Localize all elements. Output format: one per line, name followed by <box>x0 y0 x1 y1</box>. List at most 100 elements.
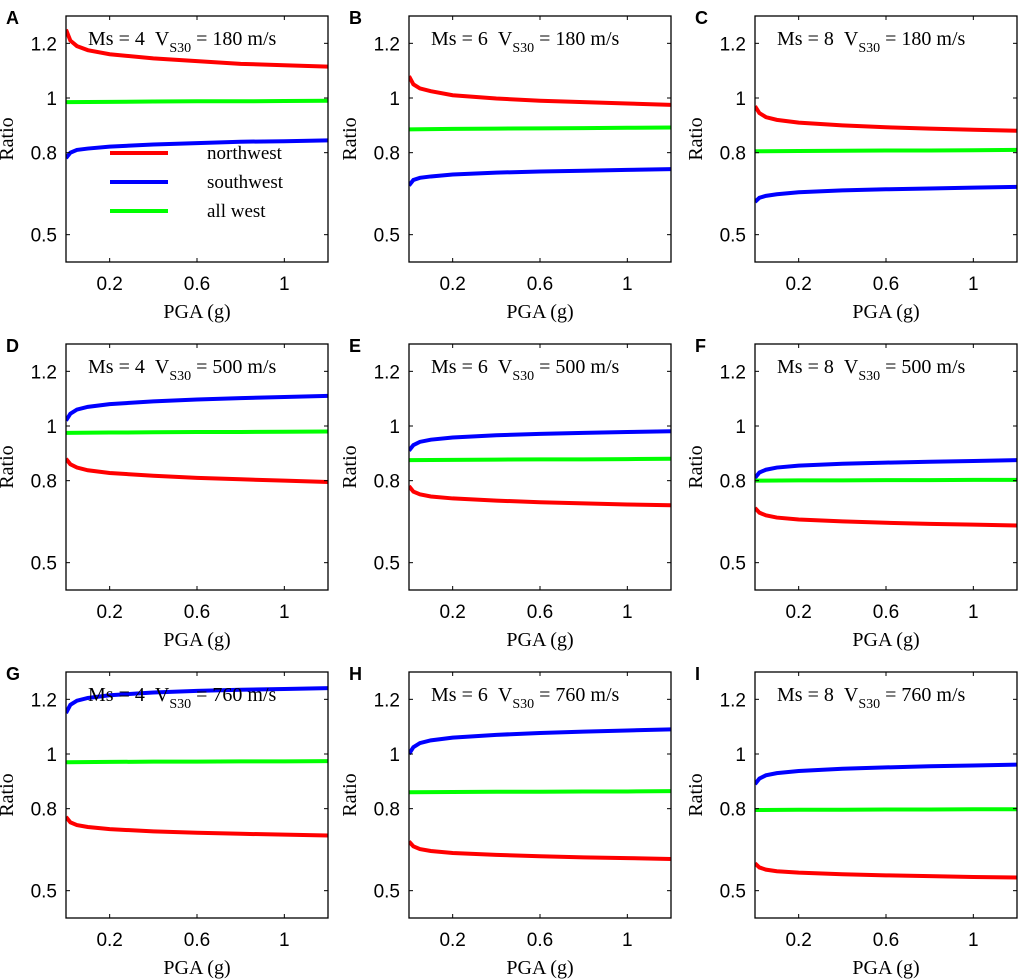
series-line-all-west <box>755 477 1017 483</box>
series-line-southwest <box>66 393 328 422</box>
y-tick-label: 0.8 <box>374 144 400 165</box>
series-group <box>66 28 328 160</box>
y-axis-label: Ratio <box>0 445 18 488</box>
y-tick-label: 1 <box>46 417 57 438</box>
x-tick-label: 0.6 <box>527 274 553 295</box>
annotation-label: Ms = 8 VS30 = 760 m/s <box>777 684 966 712</box>
panel-letter: B <box>349 8 362 28</box>
y-tick-label: 1 <box>735 745 746 766</box>
panel-f: F 0.5 0.8 1 1.2 0.2 0.6 1 PGA (g) Ratio Ms = 8 VS30… <box>685 336 1018 651</box>
annotation-ms: Ms = 8 <box>777 684 834 706</box>
annotation-v-value: = 760 m/s <box>196 684 276 706</box>
y-tick-label: 0.8 <box>31 144 57 165</box>
y-tick-label: 0.8 <box>374 472 400 493</box>
x-axis-label: PGA (g) <box>852 957 919 979</box>
series-line-northwest <box>409 75 671 107</box>
panel-h: H 0.5 0.8 1 1.2 0.2 0.6 1 PGA (g) Ratio Ms = 6 VS30… <box>339 664 672 979</box>
y-tick-label: 1.2 <box>720 362 746 383</box>
panel-letter: H <box>349 664 362 684</box>
x-tick-label: 1 <box>622 930 633 951</box>
y-tick-label: 1 <box>735 417 746 438</box>
x-tick-label: 1 <box>279 274 290 295</box>
series-line-northwest <box>66 28 328 69</box>
series-line-all-west <box>66 429 328 435</box>
y-tick-label: 1.2 <box>31 34 57 55</box>
x-tick-label: 0.6 <box>184 602 210 623</box>
x-tick-label: 1 <box>968 602 979 623</box>
annotation-label: Ms = 6 VS30 = 760 m/s <box>431 684 620 712</box>
x-tick-label: 0.2 <box>96 930 122 951</box>
plot-frame <box>408 671 672 919</box>
y-tick-label: 0.8 <box>720 800 746 821</box>
annotation-v: V <box>844 684 859 706</box>
series-line-southwest <box>409 727 671 756</box>
series-line-southwest <box>66 138 328 160</box>
y-tick-label: 0.5 <box>720 882 746 903</box>
series-line-northwest <box>66 457 328 485</box>
series-group <box>409 75 671 187</box>
y-axis-label: Ratio <box>685 445 707 488</box>
y-tick-label: 1.2 <box>31 690 57 711</box>
x-tick-label: 0.6 <box>527 930 553 951</box>
y-tick-label: 0.8 <box>720 144 746 165</box>
series-line-northwest <box>755 105 1017 133</box>
series-group <box>755 762 1017 880</box>
series-line-northwest <box>409 484 671 508</box>
annotation-label: Ms = 8 VS30 = 180 m/s <box>777 28 966 56</box>
y-axis-label: Ratio <box>339 117 361 160</box>
series-group <box>755 458 1017 528</box>
annotation-v: V <box>155 684 170 706</box>
annotation-v-subscript: S30 <box>858 697 880 712</box>
x-tick-label: 1 <box>279 930 290 951</box>
y-tick-label: 1.2 <box>374 34 400 55</box>
x-axis-label: PGA (g) <box>506 629 573 651</box>
plot-frame <box>65 343 329 591</box>
x-axis-label: PGA (g) <box>852 301 919 323</box>
panel-b: B 0.5 0.8 1 1.2 0.2 0.6 1 PGA (g) Ratio Ms = 6 VS30… <box>339 8 672 323</box>
y-axis-label: Ratio <box>0 117 18 160</box>
plot-frame <box>65 671 329 919</box>
series-line-all-west <box>66 759 328 765</box>
annotation-label: Ms = 4 VS30 = 760 m/s <box>88 684 277 712</box>
x-axis-label: PGA (g) <box>163 957 230 979</box>
x-tick-label: 0.6 <box>184 274 210 295</box>
annotation-v-subscript: S30 <box>512 697 534 712</box>
x-axis-label: PGA (g) <box>506 957 573 979</box>
annotation-ms: Ms = 8 <box>777 356 834 378</box>
series-line-northwest <box>755 506 1017 528</box>
panel-e: E 0.5 0.8 1 1.2 0.2 0.6 1 PGA (g) Ratio Ms = 6 VS30… <box>339 336 672 651</box>
series-line-northwest <box>755 861 1017 880</box>
annotation-ms: Ms = 4 <box>88 356 145 378</box>
y-tick-label: 1.2 <box>720 34 746 55</box>
panel-c: C 0.5 0.8 1 1.2 0.2 0.6 1 PGA (g) Ratio Ms = 8 VS30… <box>685 8 1018 323</box>
panel-letter: I <box>695 664 700 684</box>
annotation-v: V <box>498 28 513 50</box>
annotation-v-subscript: S30 <box>512 369 534 384</box>
x-tick-label: 0.6 <box>184 930 210 951</box>
x-tick-label: 0.6 <box>873 930 899 951</box>
annotation-label: Ms = 6 VS30 = 500 m/s <box>431 356 620 384</box>
series-group <box>755 105 1017 204</box>
y-tick-label: 1.2 <box>31 362 57 383</box>
annotation-v-value: = 500 m/s <box>885 356 965 378</box>
x-tick-label: 0.2 <box>96 274 122 295</box>
y-tick-label: 1.2 <box>374 690 400 711</box>
annotation-ms: Ms = 6 <box>431 28 488 50</box>
x-tick-label: 0.2 <box>785 274 811 295</box>
y-tick-label: 0.5 <box>374 554 400 575</box>
annotation-v: V <box>844 356 859 378</box>
panel-letter: C <box>695 8 708 28</box>
legend-label: northwest <box>207 143 283 164</box>
series-line-all-west <box>66 98 328 105</box>
annotation-label: Ms = 4 VS30 = 500 m/s <box>88 356 277 384</box>
series-line-northwest <box>66 815 328 838</box>
x-tick-label: 1 <box>622 602 633 623</box>
panel-g: G 0.5 0.8 1 1.2 0.2 0.6 1 PGA (g) Ratio Ms = 4 VS30… <box>0 664 329 979</box>
series-line-southwest <box>755 762 1017 786</box>
annotation-ms: Ms = 4 <box>88 28 145 50</box>
series-line-all-west <box>755 807 1017 813</box>
y-tick-label: 1 <box>389 745 400 766</box>
annotation-v-value: = 180 m/s <box>539 28 619 50</box>
series-line-all-west <box>409 125 671 132</box>
